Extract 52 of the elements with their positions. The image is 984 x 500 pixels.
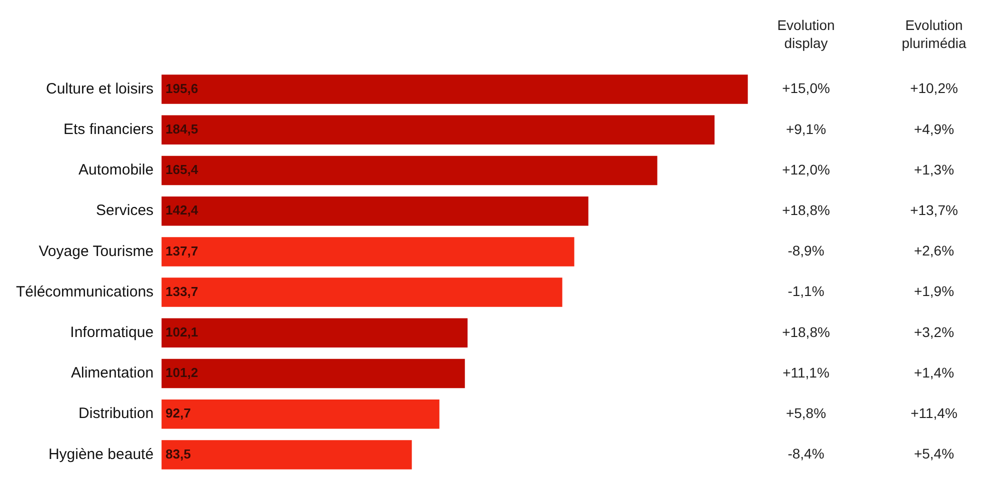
data-label: 133,7 — [166, 284, 198, 299]
y-tick-label: Automobile — [78, 162, 154, 179]
y-tick-label: Télécommunications — [16, 283, 154, 300]
bar — [162, 399, 440, 429]
text: +1,9% — [914, 283, 954, 300]
text: +11,1% — [782, 364, 830, 380]
y-tick-label: Hygiène beauté — [48, 446, 154, 463]
bar — [162, 358, 465, 388]
text: +5,4% — [914, 446, 954, 462]
text: +10,2% — [910, 80, 958, 96]
text: -8,4% — [788, 446, 824, 462]
text: +5,8% — [786, 404, 826, 421]
text: +12,0% — [782, 161, 830, 178]
bar — [162, 237, 574, 266]
text: +9,1% — [786, 120, 826, 137]
data-label: 102,1 — [166, 324, 198, 340]
data-label: 137,7 — [166, 243, 198, 258]
data-label: 101,2 — [166, 365, 198, 380]
y-tick-label: Services — [96, 202, 154, 220]
text: Evolution display — [777, 17, 835, 51]
bar — [162, 318, 468, 348]
data-label: 195,6 — [166, 80, 198, 96]
text: +3,2% — [914, 324, 954, 340]
text: Evolution plurimédia — [902, 17, 967, 51]
bar — [162, 115, 715, 145]
bar — [162, 440, 412, 470]
y-tick-label: Culture et loisirs — [46, 80, 154, 98]
data-label: 92,7 — [166, 406, 191, 421]
y-tick-label: Ets financiers — [64, 121, 154, 138]
text: +15,0% — [782, 80, 830, 96]
text: +11,4% — [910, 404, 958, 421]
data-label: 184,5 — [166, 121, 198, 136]
data-label: 165,4 — [166, 162, 199, 178]
bar — [162, 278, 562, 307]
text: +18,8% — [782, 324, 830, 340]
y-tick-label: Distribution — [78, 405, 154, 422]
text: +18,8% — [782, 202, 830, 218]
text: +4,9% — [914, 120, 954, 137]
y-tick-label: Informatique — [70, 324, 154, 342]
text: +1,4% — [914, 364, 954, 380]
text: +2,6% — [914, 242, 954, 259]
y-tick-label: Alimentation — [71, 364, 154, 382]
data-label: 83,5 — [166, 446, 191, 462]
text: +13,7% — [910, 202, 958, 218]
y-tick-label: Voyage Tourisme — [38, 242, 154, 260]
text: +1,3% — [914, 161, 954, 178]
bar — [162, 196, 588, 226]
text: -8,9% — [788, 242, 824, 259]
bar — [162, 156, 658, 186]
data-label: 142,4 — [166, 202, 199, 218]
text: -1,1% — [788, 283, 824, 300]
bar — [162, 74, 748, 104]
